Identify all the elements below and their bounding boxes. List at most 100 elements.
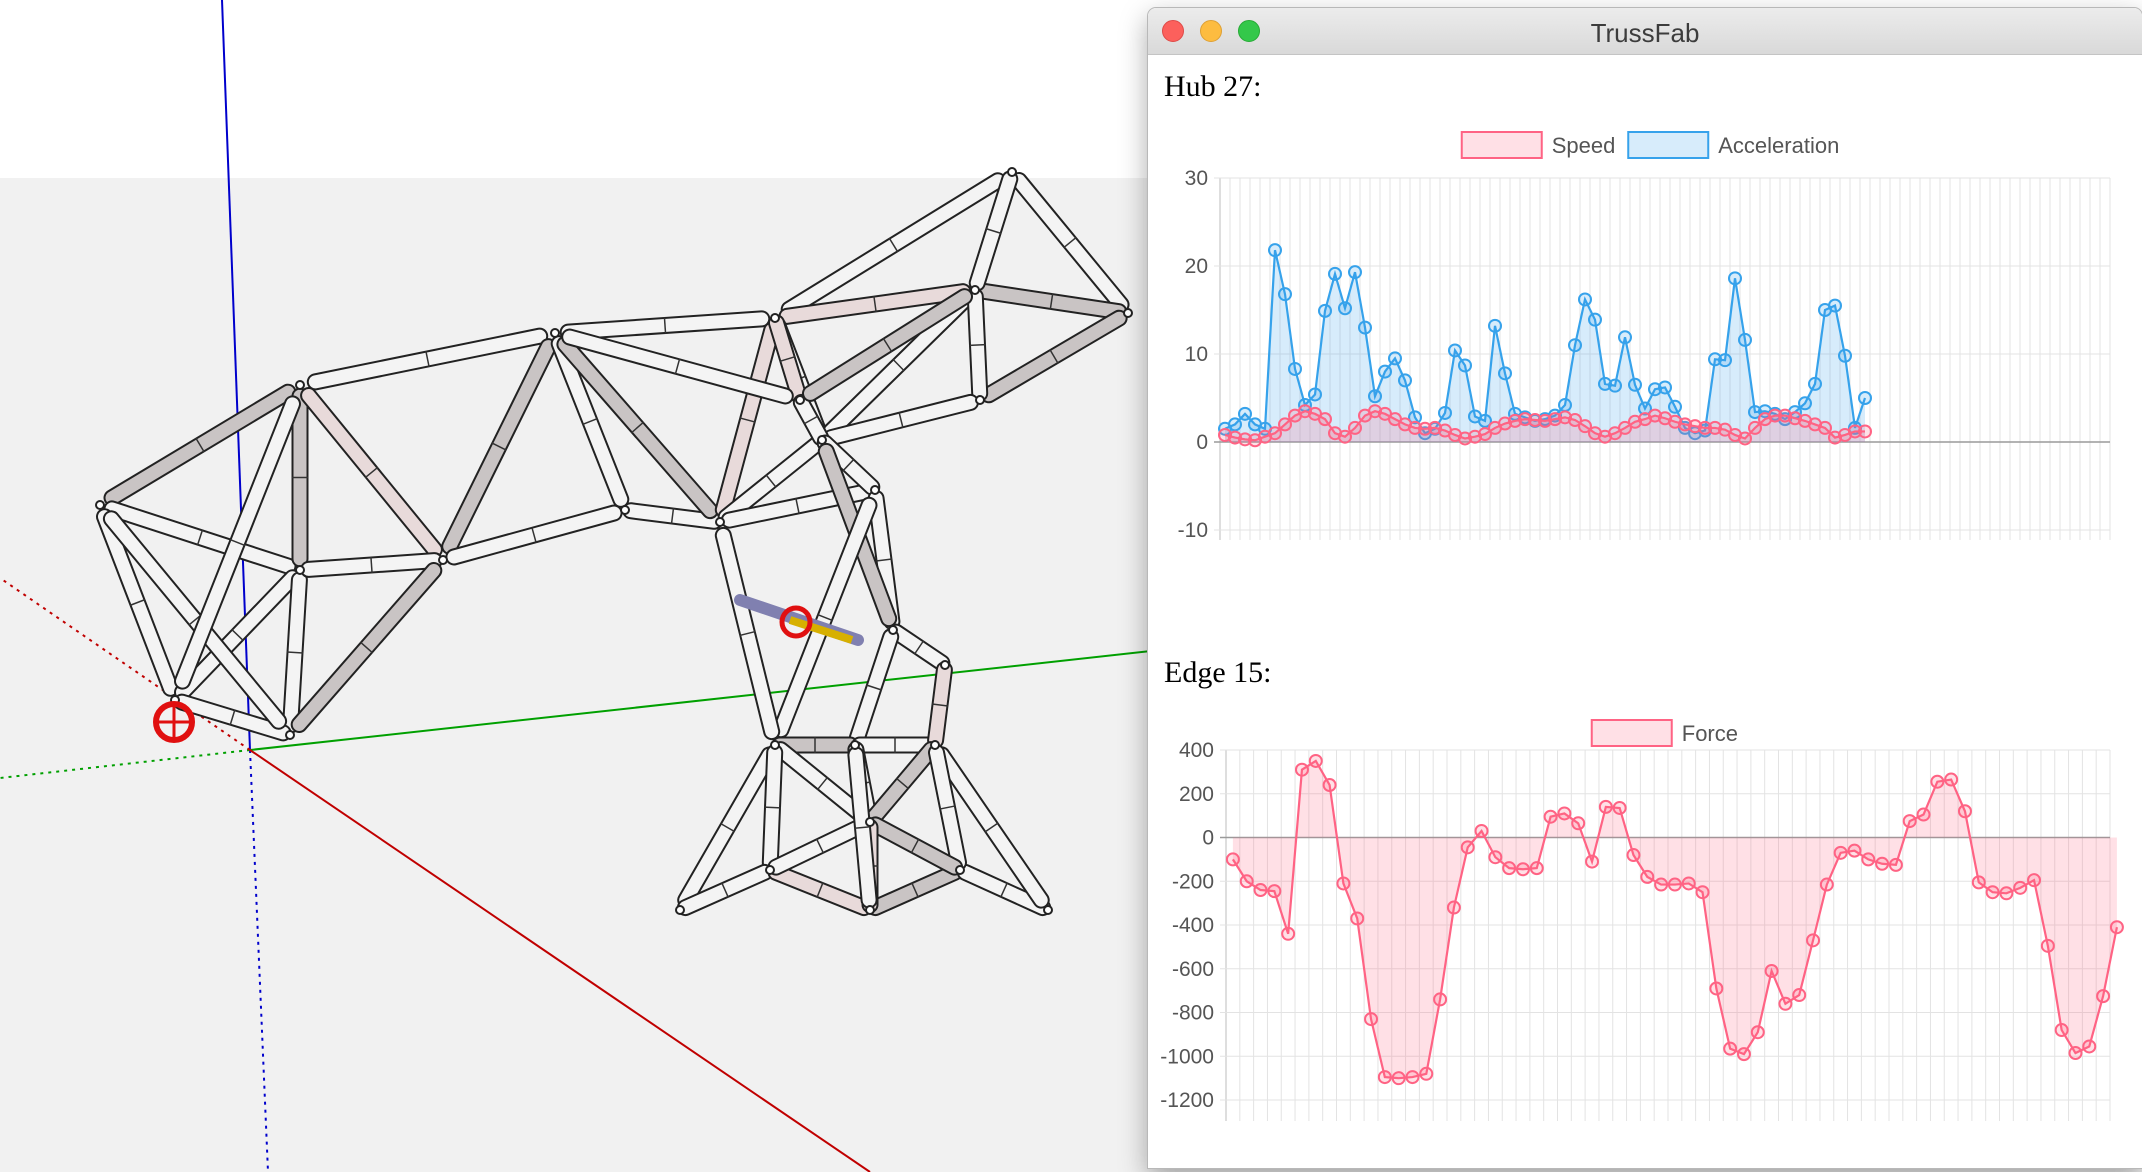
data-point bbox=[1433, 992, 1448, 1007]
data-point bbox=[1902, 814, 1917, 829]
data-point bbox=[1408, 420, 1422, 435]
data-point bbox=[1548, 412, 1562, 427]
truss-joint-ring bbox=[817, 613, 833, 622]
spring-actuator-icon[interactable] bbox=[734, 594, 864, 646]
truss-hub bbox=[865, 817, 875, 827]
edge-chart: -1200 -1000 -800 -600 -400 -200 0 200 400 Force bbox=[1160, 719, 2124, 1121]
truss-joint-ring bbox=[815, 838, 825, 854]
data-point bbox=[1358, 320, 1372, 335]
truss-joint-ring bbox=[229, 538, 246, 547]
data-point bbox=[1818, 420, 1832, 435]
data-point bbox=[1458, 358, 1472, 373]
data-point bbox=[2013, 880, 2028, 895]
data-point bbox=[1308, 753, 1323, 768]
data-point bbox=[1328, 266, 1342, 281]
truss-joint-ring bbox=[842, 458, 855, 472]
data-point bbox=[1708, 420, 1722, 435]
truss-hub bbox=[795, 395, 805, 405]
data-point bbox=[1278, 417, 1292, 432]
data-point bbox=[1688, 419, 1702, 434]
truss-joint-ring bbox=[816, 882, 824, 898]
data-point bbox=[1985, 885, 2000, 900]
data-point bbox=[1478, 427, 1492, 442]
close-window-button[interactable] bbox=[1162, 20, 1184, 42]
data-point bbox=[2068, 1046, 2083, 1061]
data-point bbox=[1557, 806, 1572, 821]
trussfab-window[interactable]: TrussFab Hub 27: -10 0 10 20 30 Speed Accelera… bbox=[1148, 8, 2142, 1168]
data-point bbox=[1488, 318, 1502, 333]
data-point bbox=[1828, 430, 1842, 445]
truss-joint-ring bbox=[674, 358, 681, 375]
data-point bbox=[1668, 399, 1682, 414]
truss-joint-ring bbox=[582, 417, 598, 426]
data-point bbox=[1808, 376, 1822, 391]
data-point bbox=[1338, 429, 1352, 444]
data-point bbox=[1888, 857, 1903, 872]
data-point bbox=[1728, 271, 1742, 286]
y-tick-label: -1000 bbox=[1160, 1045, 1214, 1068]
truss-joint-ring bbox=[720, 822, 735, 833]
truss-joint-ring bbox=[803, 415, 819, 425]
y-tick-label: 200 bbox=[1179, 783, 1214, 806]
truss-joint-ring bbox=[779, 355, 796, 363]
truss-hub bbox=[940, 660, 950, 670]
data-point bbox=[1748, 420, 1762, 435]
y-tick-label: 400 bbox=[1179, 739, 1214, 762]
data-point bbox=[1281, 926, 1296, 941]
truss-joint-ring bbox=[359, 641, 374, 654]
truss-joint-ring bbox=[984, 822, 999, 833]
window-titlebar[interactable]: TrussFab bbox=[1148, 8, 2142, 55]
truss-hub bbox=[550, 328, 560, 338]
data-point bbox=[1648, 382, 1662, 397]
data-point bbox=[1405, 1070, 1420, 1085]
data-point bbox=[2054, 1023, 2069, 1038]
data-point bbox=[1318, 303, 1332, 318]
truss-model[interactable] bbox=[95, 167, 1133, 917]
data-point bbox=[1538, 413, 1552, 428]
truss-joint-ring bbox=[286, 651, 304, 654]
data-point bbox=[1819, 877, 1834, 892]
truss-hub bbox=[870, 485, 880, 495]
data-point bbox=[1768, 408, 1782, 423]
data-point bbox=[1698, 420, 1712, 435]
data-point bbox=[1377, 1070, 1392, 1085]
truss-joint-ring bbox=[1049, 349, 1059, 364]
y-tick-label: -1200 bbox=[1160, 1089, 1214, 1112]
data-point bbox=[1618, 420, 1632, 435]
data-point bbox=[1585, 854, 1600, 869]
data-point bbox=[1298, 404, 1312, 419]
data-point bbox=[1718, 353, 1732, 368]
data-point bbox=[1419, 1066, 1434, 1081]
minimize-window-button[interactable] bbox=[1200, 20, 1222, 42]
data-point bbox=[1598, 376, 1612, 391]
data-point bbox=[1368, 404, 1382, 419]
truss-joint-ring bbox=[1063, 236, 1077, 249]
truss-joint-ring bbox=[129, 598, 146, 607]
hub-marker-left-icon[interactable] bbox=[153, 701, 195, 743]
data-point bbox=[1612, 800, 1627, 815]
data-point bbox=[1568, 413, 1582, 427]
data-point bbox=[1875, 856, 1890, 871]
data-point bbox=[1858, 391, 1872, 405]
truss-joint-ring bbox=[1000, 882, 1008, 898]
data-point bbox=[1709, 981, 1724, 996]
data-point bbox=[1944, 772, 1959, 787]
data-point bbox=[1378, 364, 1392, 379]
y-tick-label: 0 bbox=[1196, 431, 1208, 454]
data-point bbox=[2109, 920, 2124, 935]
truss-joint-ring bbox=[898, 412, 904, 428]
truss-joint-ring bbox=[231, 628, 244, 642]
data-point bbox=[1238, 406, 1252, 421]
truss-joint-ring bbox=[764, 806, 781, 809]
data-point bbox=[1267, 884, 1282, 899]
data-point bbox=[1391, 1071, 1406, 1086]
truss-hub bbox=[770, 740, 780, 750]
maximize-window-button[interactable] bbox=[1238, 20, 1260, 42]
truss-joint-ring bbox=[196, 529, 204, 546]
truss-joint-ring bbox=[910, 838, 920, 854]
data-point bbox=[1288, 361, 1302, 376]
truss-joint-ring bbox=[895, 777, 910, 790]
truss-hub bbox=[955, 865, 965, 875]
truss-hub bbox=[438, 555, 448, 565]
data-point bbox=[1228, 430, 1242, 445]
